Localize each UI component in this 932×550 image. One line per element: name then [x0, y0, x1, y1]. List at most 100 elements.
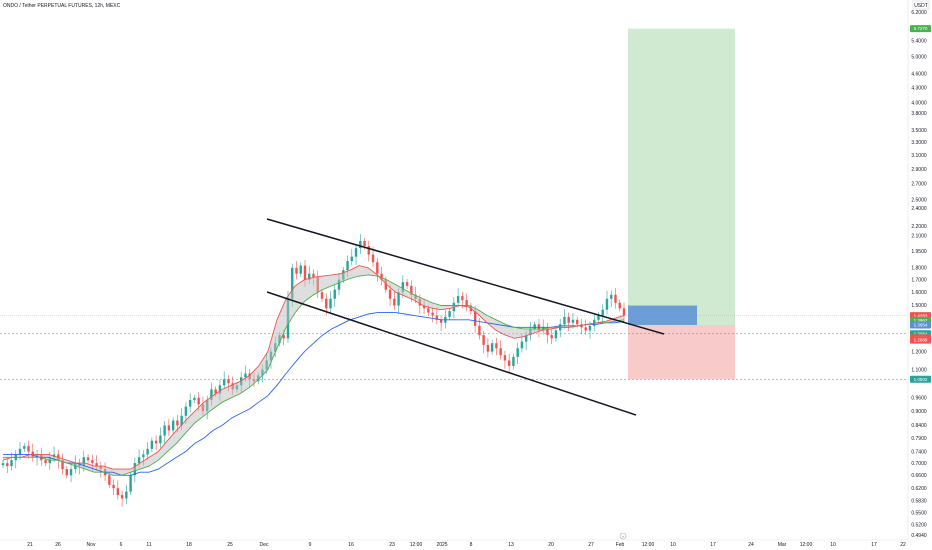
candle-body: [159, 435, 162, 444]
x-tick-label: 27: [588, 542, 594, 548]
candle-body: [65, 469, 69, 476]
candle-body: [503, 355, 507, 361]
candle-body: [291, 267, 294, 299]
candle-body: [427, 308, 430, 313]
candle: [329, 290, 332, 313]
candle: [65, 466, 69, 479]
candle: [376, 257, 379, 282]
candle: [554, 327, 558, 342]
target-zone: [628, 28, 735, 325]
candle-body: [214, 389, 217, 394]
candle: [537, 318, 541, 338]
price-badge-label: 1.3962: [914, 318, 928, 323]
candle-body: [18, 448, 22, 455]
candle: [35, 450, 39, 466]
y-tick-label: 0.5200: [911, 522, 927, 528]
candle-body: [486, 344, 490, 352]
candle-body: [329, 298, 332, 309]
candle: [1, 460, 5, 469]
candle-body: [137, 457, 141, 464]
y-tick-label: 1.2000: [911, 349, 927, 355]
price-badge-label: 1.4283: [914, 313, 928, 318]
trade-zones: [0, 28, 908, 380]
candle: [601, 304, 604, 323]
candle: [125, 484, 128, 505]
candle: [444, 310, 447, 329]
y-tick-label: 0.9600: [911, 396, 927, 402]
candle-body: [82, 457, 86, 467]
price-badge: 5.7270: [910, 25, 931, 33]
candle-body: [337, 279, 341, 290]
candle-body: [154, 440, 158, 444]
candle-body: [350, 256, 353, 262]
candle: [112, 479, 115, 496]
channel-lower-line: [266, 291, 637, 416]
y-tick-label: 0.7000: [911, 461, 927, 467]
candle-body: [422, 305, 426, 309]
candle: [597, 312, 600, 323]
candle-body: [563, 316, 566, 325]
price-badge-label: 1.0502: [914, 377, 928, 382]
candle: [499, 340, 502, 360]
candle: [350, 248, 353, 266]
candle-body: [171, 420, 175, 431]
x-tick-label: 18: [186, 542, 192, 548]
candle-body: [95, 463, 98, 467]
price-badge-bg: [910, 375, 931, 383]
candle-body: [91, 460, 94, 464]
candle: [380, 266, 383, 286]
candle-body: [346, 261, 349, 271]
candle-body: [584, 327, 587, 331]
candle-body: [150, 440, 154, 449]
candle-body: [69, 469, 73, 476]
y-tick-label: 3.1000: [911, 153, 927, 159]
candle-body: [146, 448, 149, 455]
candle-body: [308, 273, 311, 280]
y-tick-label: 0.7400: [911, 449, 927, 455]
candle-body: [588, 325, 592, 331]
candle-body: [222, 379, 226, 386]
candle-body: [120, 494, 124, 499]
scroll-to-realtime-icon[interactable]: [619, 532, 627, 540]
candle-body: [380, 273, 383, 280]
candle-body: [363, 240, 366, 247]
x-tick-label: 16: [348, 542, 354, 548]
x-tick-label: 21: [27, 542, 33, 548]
y-tick-label: 2.7000: [911, 182, 927, 188]
candle-body: [295, 267, 298, 274]
candle-body: [524, 335, 528, 342]
candle: [333, 285, 336, 307]
candle: [495, 337, 498, 356]
currency-badge[interactable]: [912, 0, 930, 10]
candle: [431, 307, 434, 323]
time-axis[interactable]: 21 26 Nov 6 11 18 25 Dec 9 16 23 12:00 2025 8 13 20 27 Fe…: [0, 532, 908, 548]
candle-body: [108, 475, 111, 485]
candle-body: [473, 311, 477, 326]
candle-body: [125, 491, 128, 499]
candle-body: [554, 330, 558, 339]
y-tick-label: 1.1000: [911, 367, 927, 373]
trend-channel[interactable]: [266, 218, 665, 416]
x-tick-label: 12:00: [410, 542, 423, 548]
candle: [193, 394, 196, 404]
candle-body: [512, 356, 515, 366]
candle-body: [546, 327, 549, 336]
candle-body: [167, 425, 171, 431]
candle: [320, 289, 324, 302]
price-badge-label: 1.3654: [914, 323, 928, 328]
price-axis[interactable]: USDT 6.2000 5.4000 5.0000 4.6000 4.3000 4.000…: [907, 0, 932, 540]
candle: [507, 353, 511, 372]
candle-body: [601, 309, 604, 316]
candle: [359, 234, 362, 254]
candle: [6, 457, 9, 474]
candle: [188, 393, 192, 413]
candle-body: [176, 420, 179, 426]
price-badge: 1.0502: [910, 375, 931, 383]
candle: [465, 293, 468, 312]
x-tick-label: 2025: [436, 542, 447, 548]
candle-body: [435, 315, 439, 320]
candle: [108, 472, 111, 489]
candle-body: [129, 475, 132, 492]
y-tick-label: 1.7000: [911, 277, 927, 283]
